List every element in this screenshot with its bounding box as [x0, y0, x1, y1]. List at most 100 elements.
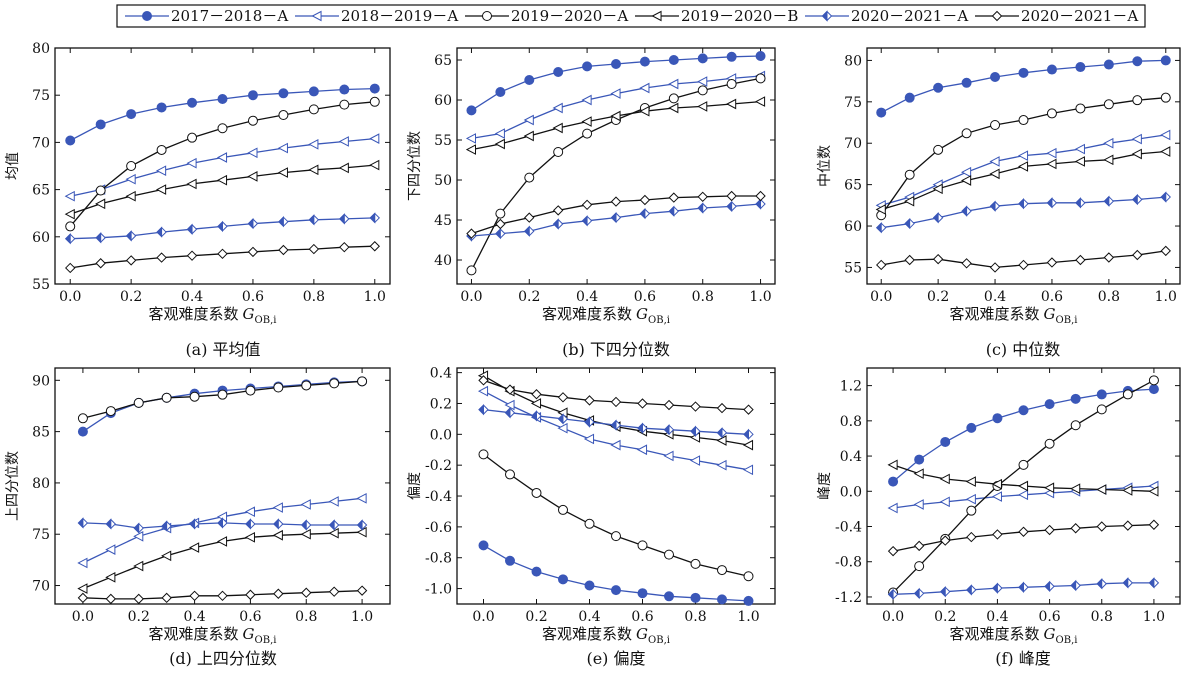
- y-axis-label: 中位数: [817, 145, 833, 187]
- data-point: [1017, 150, 1029, 161]
- series: [64, 133, 380, 202]
- panel-caption: (f) 峰度: [995, 649, 1051, 668]
- data-point: [524, 225, 535, 237]
- series: [887, 459, 1159, 497]
- data-point: [940, 436, 951, 447]
- data-point: [637, 398, 648, 409]
- data-point: [1096, 578, 1107, 590]
- x-tick-label: 0.4: [984, 289, 1006, 305]
- data-point: [531, 487, 542, 498]
- data-point: [301, 587, 312, 598]
- x-tick-label: 0.2: [927, 289, 949, 305]
- data-point: [1075, 197, 1086, 209]
- data-point: [277, 142, 288, 154]
- data-point: [639, 82, 650, 94]
- data-point: [904, 92, 915, 103]
- series: [478, 375, 754, 415]
- data-point: [1044, 580, 1055, 593]
- series-line: [483, 453, 749, 577]
- data-point: [689, 455, 701, 466]
- x-axis-label-text: 客观难度系数: [149, 305, 239, 323]
- data-point: [1046, 197, 1058, 209]
- x-tick-label: 1.0: [1155, 289, 1177, 305]
- y-tick-label: 70: [32, 579, 50, 595]
- data-point: [156, 184, 167, 195]
- data-point: [356, 519, 368, 531]
- x-tick-label: 0.6: [1038, 609, 1060, 625]
- data-point: [582, 128, 593, 139]
- y-tick-label: 0.8: [840, 414, 862, 430]
- data-point: [932, 212, 944, 224]
- data-point: [369, 212, 380, 224]
- data-point: [1044, 438, 1055, 449]
- data-point: [904, 169, 915, 180]
- x-tick-label: 0.2: [934, 609, 956, 625]
- data-point: [668, 102, 679, 114]
- data-point: [904, 254, 915, 266]
- series: [887, 519, 1160, 557]
- data-point: [1132, 193, 1143, 206]
- data-point: [557, 392, 569, 403]
- data-point: [1046, 257, 1058, 268]
- data-point: [1075, 103, 1086, 114]
- data-point: [1148, 375, 1159, 386]
- y-tick-label: 55: [32, 277, 50, 293]
- data-point: [247, 90, 258, 101]
- data-point: [77, 413, 88, 424]
- data-point: [989, 168, 1000, 180]
- data-point: [961, 166, 972, 178]
- x-axis-label-text: 客观难度系数: [950, 305, 1040, 323]
- data-point: [308, 86, 319, 97]
- legend-item: 2019－2020－B: [635, 7, 798, 25]
- y-tick-label: 55: [844, 260, 862, 276]
- data-point: [77, 557, 88, 569]
- data-point: [610, 196, 622, 207]
- series-line: [69, 101, 375, 227]
- data-point: [328, 519, 340, 531]
- x-axis-label-sub: OB,i: [648, 635, 670, 646]
- data-point: [1148, 384, 1159, 395]
- data-point: [77, 426, 88, 437]
- y-tick-label: 60: [32, 230, 50, 246]
- data-point: [278, 88, 289, 99]
- data-point: [991, 478, 1002, 490]
- series: [876, 245, 1171, 273]
- data-point: [992, 413, 1003, 424]
- data-point: [584, 518, 595, 529]
- data-point: [161, 592, 172, 604]
- series: [466, 51, 766, 116]
- data-point: [552, 205, 564, 216]
- data-point: [245, 385, 256, 396]
- data-point: [1103, 195, 1115, 207]
- series-line: [471, 100, 761, 151]
- data-point: [278, 215, 289, 228]
- data-point: [466, 265, 477, 276]
- data-point: [755, 73, 766, 84]
- data-point: [478, 403, 489, 416]
- series: [64, 159, 380, 220]
- data-point: [504, 407, 516, 419]
- data-point: [965, 476, 976, 487]
- data-point: [961, 258, 972, 269]
- data-point: [356, 492, 367, 504]
- data-point: [1070, 579, 1081, 592]
- data-point: [273, 588, 284, 599]
- data-point: [65, 135, 76, 146]
- series: [465, 70, 766, 144]
- data-point: [664, 591, 674, 602]
- data-point: [217, 93, 228, 104]
- data-point: [308, 164, 319, 176]
- data-point: [186, 178, 197, 190]
- plot-frame: [456, 367, 776, 605]
- data-point: [887, 459, 898, 471]
- x-tick-label: 0.8: [692, 289, 714, 305]
- data-point: [156, 165, 167, 177]
- data-point: [966, 584, 977, 596]
- y-tick-label: 55: [434, 133, 452, 149]
- series: [478, 403, 754, 441]
- data-point: [557, 422, 568, 434]
- data-point: [356, 585, 368, 596]
- data-point: [636, 444, 648, 456]
- x-axis-label-sub: OB,i: [255, 315, 277, 326]
- panel-caption: (e) 偏度: [586, 649, 645, 668]
